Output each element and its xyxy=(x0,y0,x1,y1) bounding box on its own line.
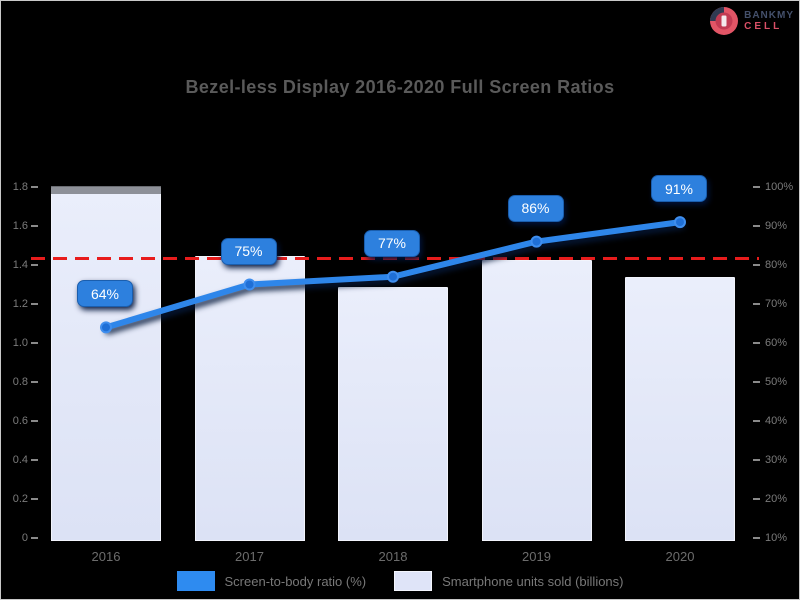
y-axis-left-tick-label: 1.6 xyxy=(12,220,28,232)
y-axis-left-tick xyxy=(31,186,38,188)
y-axis-left-tick xyxy=(31,225,38,227)
y-axis-right-tick-label: 10% xyxy=(765,532,788,544)
brand-logo-text: BANKMY CELL xyxy=(744,10,794,32)
data-label-badge-2019: 86% xyxy=(507,194,564,222)
bar-2018 xyxy=(338,287,448,541)
y-axis-right-tick-label: 20% xyxy=(765,493,788,505)
bar-top-cap xyxy=(51,186,161,194)
phone-circle-logo-icon xyxy=(710,7,739,35)
y-axis-right-tick xyxy=(753,537,760,539)
y-axis-left-tick-label: 0.6 xyxy=(12,415,28,427)
y-axis-left-tick-label: 1.8 xyxy=(12,181,28,193)
data-label-badge-2020: 91% xyxy=(651,175,707,203)
bar-2016 xyxy=(51,187,161,541)
y-axis-right-tick xyxy=(753,342,760,344)
bar-2020 xyxy=(625,277,735,541)
data-point xyxy=(530,235,543,248)
legend-label-units-bar: Smartphone units sold (billions) xyxy=(442,573,624,589)
y-axis-left-tick-label: 1.4 xyxy=(12,259,28,271)
x-axis-label-2016: 2016 xyxy=(91,549,121,564)
y-axis-left-tick xyxy=(31,537,38,539)
y-axis-left-tick-label: 1.0 xyxy=(12,337,28,349)
x-axis-label-2020: 2020 xyxy=(665,549,695,564)
y-axis-right-tick-label: 30% xyxy=(765,454,788,466)
bar-2019 xyxy=(481,259,592,541)
y-axis-left-tick xyxy=(31,381,38,383)
legend-swatch-ratio-line xyxy=(176,571,215,591)
y-axis-right-tick xyxy=(753,381,760,383)
data-label-badge-2016: 64% xyxy=(77,280,133,308)
y-axis-left-tick-label: 0.2 xyxy=(12,493,28,505)
brand-logo-line2: CELL xyxy=(744,21,783,32)
x-axis-label-2019: 2019 xyxy=(522,549,551,564)
y-axis-right-tick xyxy=(753,264,760,266)
y-axis-left-tick-label: 0.8 xyxy=(12,376,28,388)
y-axis-right-tick-label: 100% xyxy=(765,181,794,193)
y-axis-right-tick-label: 70% xyxy=(765,298,788,310)
y-axis-right-tick xyxy=(753,186,760,188)
y-axis-right-tick xyxy=(753,420,760,422)
chart-title: Bezel-less Display 2016-2020 Full Screen… xyxy=(185,77,615,97)
y-axis-right-tick-label: 50% xyxy=(765,376,788,388)
brand-logo-line1: BANKMY xyxy=(744,10,794,21)
y-axis-right-tick xyxy=(753,303,760,305)
y-axis-left-tick xyxy=(31,264,38,266)
data-point xyxy=(674,216,686,229)
y-axis-right-tick xyxy=(753,498,760,500)
y-axis-right-tick-label: 60% xyxy=(765,337,788,349)
data-label-badge-2018: 77% xyxy=(364,229,420,257)
reference-line-80pct xyxy=(31,257,759,260)
x-axis-label-2018: 2018 xyxy=(378,549,408,564)
y-axis-right-tick-label: 80% xyxy=(765,259,788,271)
y-axis-left-tick xyxy=(31,420,38,422)
legend-swatch-units-bar xyxy=(394,571,433,591)
y-axis-right-tick-label: 40% xyxy=(765,415,788,427)
y-axis-left-tick xyxy=(31,459,38,461)
y-axis-left-tick-label: 0 xyxy=(21,532,28,544)
y-axis-right-tick xyxy=(753,225,760,227)
y-axis-left-tick-label: 0.4 xyxy=(12,454,28,466)
y-axis-left-tick-label: 1.2 xyxy=(12,298,28,310)
bar-2017 xyxy=(194,255,305,541)
data-label-badge-2017: 75% xyxy=(220,237,277,265)
y-axis-right-tick-label: 90% xyxy=(765,220,788,232)
x-axis-label-2017: 2017 xyxy=(235,549,264,564)
legend-label-ratio-line: Screen-to-body ratio (%) xyxy=(224,573,367,589)
data-point xyxy=(387,270,399,283)
y-axis-left-tick xyxy=(31,303,38,305)
y-axis-left-tick xyxy=(31,498,38,500)
y-axis-left-tick xyxy=(31,342,38,344)
y-axis-right-tick xyxy=(753,459,760,461)
brand-logo: BANKMY CELL xyxy=(709,6,794,36)
legend: Screen-to-body ratio (%) Smartphone unit… xyxy=(1,571,799,591)
